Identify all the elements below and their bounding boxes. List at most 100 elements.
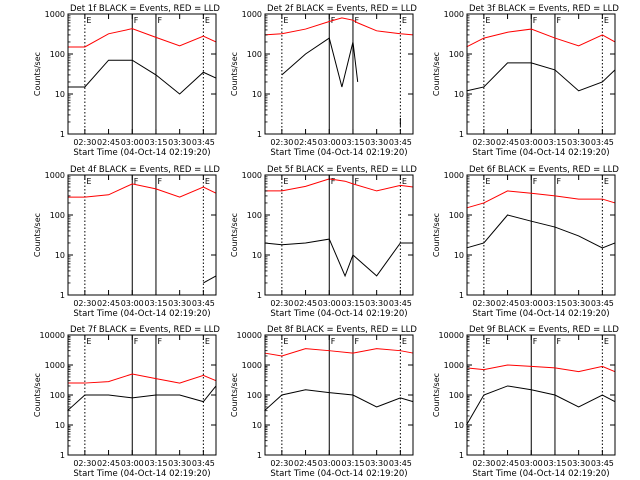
panel-4-xtick-label-2: 02:45 (97, 299, 120, 308)
panel-3-xlabel: Start Time (04-Oct-14 02:19:20) (472, 148, 609, 158)
panel-1-xtick-label-2: 02:45 (97, 138, 120, 147)
panel-7-series-events-segment-1 (67, 385, 217, 412)
panel-4: Det 4f BLACK = Events, RED = LLD E F F E 1 10 1… (33, 165, 220, 319)
panel-7-marker-label-3: F (157, 337, 162, 346)
panel-6-marker-label-4: E (604, 177, 609, 186)
panel-5-marker-label-2: F (331, 177, 336, 186)
panel-3-xtick-label-4: 03:15 (543, 138, 566, 147)
panel-3-ylabel: Counts/sec (432, 52, 441, 96)
panel-6-axes-frame (466, 174, 616, 296)
panel-3-xtick-label-2: 02:45 (496, 138, 519, 147)
panel-4-xtick-label-3: 03:00 (121, 299, 144, 308)
panel-3-title: Det 3f BLACK = Events, RED = LLD (469, 4, 619, 14)
panel-2-marker-label-4: E (402, 16, 407, 25)
panel-6-ytick-label-1: 1 (459, 291, 464, 300)
panel-5: Det 5f BLACK = Events, RED = LLD E F F E 1 10 1… (230, 165, 417, 319)
panel-2-axes-frame (264, 13, 414, 135)
panel-1-axes-frame (67, 13, 217, 135)
panel-5-series-lld-segment-1 (264, 178, 414, 192)
panel-1-ytick-label-3: 100 (50, 50, 65, 59)
panel-2-series-events-segment-1 (281, 37, 359, 88)
panel-4-marker-label-1: E (86, 177, 91, 186)
panel-9-xlabel: Start Time (04-Oct-14 02:19:20) (472, 469, 609, 479)
panel-8-marker-label-2: F (331, 337, 336, 346)
panel-6-xlabel: Start Time (04-Oct-14 02:19:20) (472, 309, 609, 319)
panel-2-marker-label-3: F (354, 16, 359, 25)
panel-8-ytick-label-2: 10 (252, 421, 262, 430)
panel-5-xtick-label-5: 03:30 (365, 299, 388, 308)
panel-2-ylabel: Counts/sec (230, 52, 239, 96)
panel-5-xtick-label-1: 02:30 (270, 299, 293, 308)
panel-8-xtick-label-6: 03:45 (389, 459, 412, 468)
panel-5-ytick-label-4: 1000 (242, 171, 262, 180)
panel-1-marker-label-2: F (134, 16, 139, 25)
panel-5-marker-label-4: E (402, 177, 407, 186)
panel-4-marker-label-4: E (205, 177, 210, 186)
panel-2-xtick-label-4: 03:15 (341, 138, 364, 147)
panel-9-marker-label-4: E (604, 337, 609, 346)
panel-3-marker-label-3: F (556, 16, 561, 25)
panel-5-ytick-label-3: 100 (247, 211, 262, 220)
panel-1-ylabel: Counts/sec (33, 52, 42, 96)
panel-5-xtick-label-2: 02:45 (294, 299, 317, 308)
panel-3-marker-label-2: F (533, 16, 538, 25)
panel-4-ytick-label-3: 100 (50, 211, 65, 220)
panel-7-xtick-label-2: 02:45 (97, 459, 120, 468)
panel-9: Det 9f BLACK = Events, RED = LLD E F F E 1 10 1… (432, 325, 619, 479)
panel-7-ytick-label-5: 10000 (40, 331, 65, 340)
panel-3-marker-label-4: E (604, 16, 609, 25)
panel-3-xtick-label-5: 03:30 (567, 138, 590, 147)
panel-2-xtick-label-2: 02:45 (294, 138, 317, 147)
panel-3-ytick-label-3: 100 (449, 50, 464, 59)
panel-6-xtick-label-6: 03:45 (591, 299, 614, 308)
panel-2-ytick-label-3: 100 (247, 50, 262, 59)
panel-7-xtick-label-5: 03:30 (168, 459, 191, 468)
panel-4-marker-label-3: F (157, 177, 162, 186)
panel-1-series-lld-segment-1 (67, 28, 217, 48)
panel-7-xtick-label-1: 02:30 (73, 459, 96, 468)
panel-4-title: Det 4f BLACK = Events, RED = LLD (70, 165, 220, 175)
panel-6-series-events-segment-1 (466, 214, 616, 249)
panel-9-xtick-label-3: 03:00 (520, 459, 543, 468)
panel-8-ylabel: Counts/sec (230, 373, 239, 417)
panel-3: Det 3f BLACK = Events, RED = LLD E F F E 1 10 1… (432, 4, 619, 158)
panel-9-marker-label-1: E (485, 337, 490, 346)
panel-4-axes-frame (67, 174, 217, 296)
panel-2-title: Det 2f BLACK = Events, RED = LLD (267, 4, 417, 14)
panel-4-series-lld-segment-1 (67, 183, 217, 198)
panel-4-xtick-label-1: 02:30 (73, 299, 96, 308)
panel-9-marker-label-3: F (556, 337, 561, 346)
panel-2-ytick-label-4: 1000 (242, 10, 262, 19)
panel-2-series-lld-segment-1 (264, 17, 414, 36)
panel-3-ytick-label-1: 1 (459, 130, 464, 139)
panel-1-xtick-label-6: 03:45 (192, 138, 215, 147)
panel-3-xtick-label-3: 03:00 (520, 138, 543, 147)
panel-1-xtick-label-4: 03:15 (144, 138, 167, 147)
panel-5-marker-label-1: E (283, 177, 288, 186)
panel-8-xtick-label-1: 02:30 (270, 459, 293, 468)
panel-9-series-events-segment-1 (466, 385, 616, 426)
panel-6-xtick-label-2: 02:45 (496, 299, 519, 308)
panel-7-ytick-label-4: 1000 (45, 361, 65, 370)
panel-1-marker-label-4: E (205, 16, 210, 25)
panel-2-xtick-label-6: 03:45 (389, 138, 412, 147)
panel-8-xtick-label-3: 03:00 (318, 459, 341, 468)
panel-1-title: Det 1f BLACK = Events, RED = LLD (70, 4, 220, 14)
panel-5-ylabel: Counts/sec (230, 213, 239, 257)
panel-1-xtick-label-3: 03:00 (121, 138, 144, 147)
panel-3-xtick-label-6: 03:45 (591, 138, 614, 147)
panel-2-marker-label-1: E (283, 16, 288, 25)
panel-9-xtick-label-5: 03:30 (567, 459, 590, 468)
panel-4-marker-label-2: F (134, 177, 139, 186)
panel-9-xtick-label-4: 03:15 (543, 459, 566, 468)
panel-4-xtick-label-6: 03:45 (192, 299, 215, 308)
panel-6-title: Det 6f BLACK = Events, RED = LLD (469, 165, 619, 175)
panel-7-ytick-label-3: 100 (50, 391, 65, 400)
panel-8-xtick-label-5: 03:30 (365, 459, 388, 468)
panel-6-ylabel: Counts/sec (432, 213, 441, 257)
panel-7-xtick-label-3: 03:00 (121, 459, 144, 468)
panel-2-xtick-label-3: 03:00 (318, 138, 341, 147)
panel-9-ytick-label-4: 1000 (444, 361, 464, 370)
